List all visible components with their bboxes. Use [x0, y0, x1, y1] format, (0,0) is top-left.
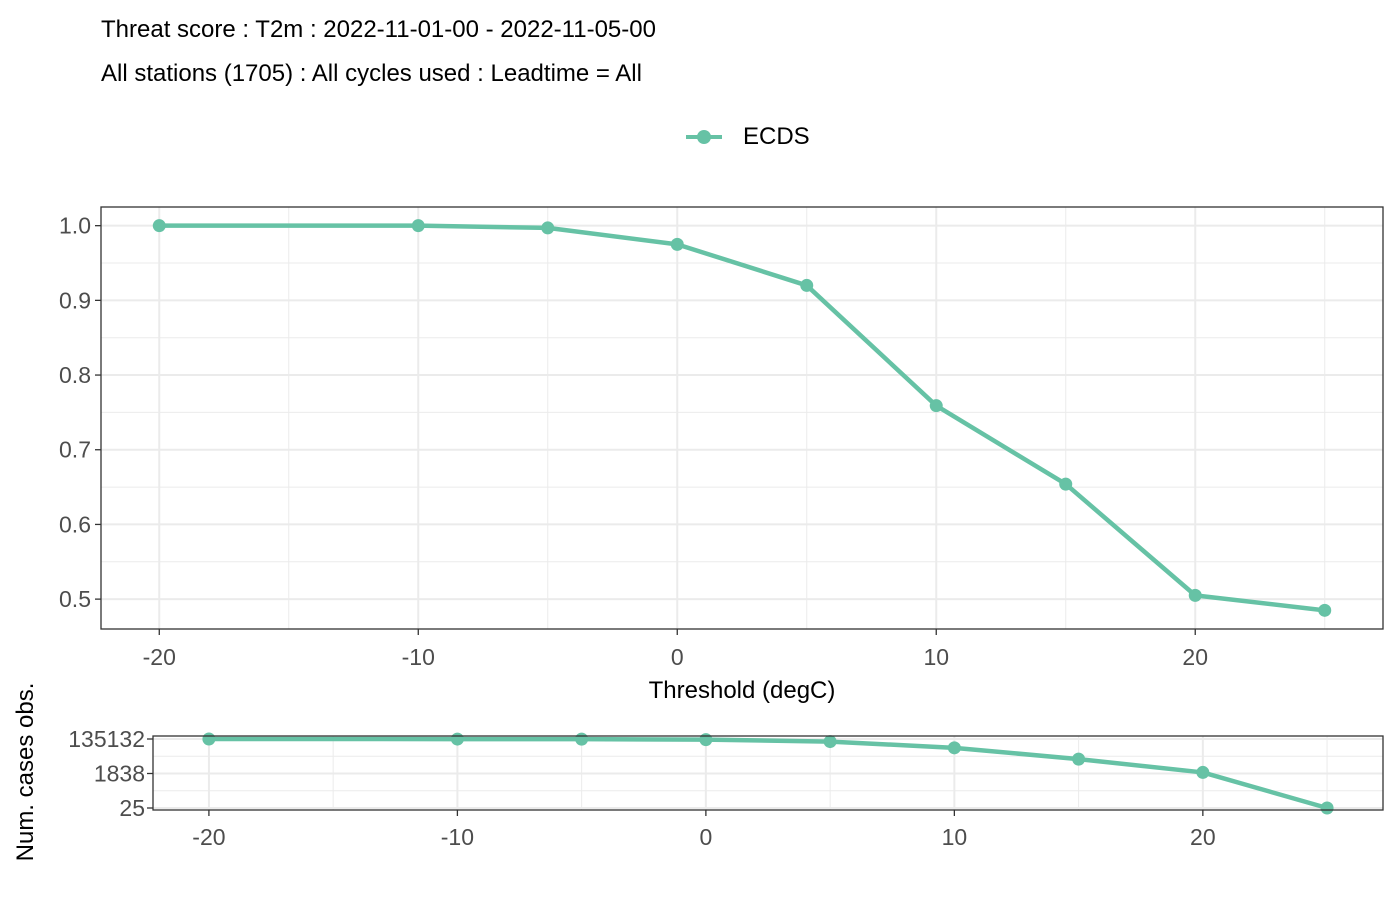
bottom-point-3 — [699, 733, 713, 747]
top-point-2 — [541, 221, 555, 235]
chart-titles: Threat score : T2m : 2022-11-01-00 - 202… — [101, 8, 656, 96]
legend-key-ecds — [684, 120, 724, 154]
top-point-1 — [411, 219, 425, 233]
top-point-8 — [1318, 603, 1332, 617]
top-point-6 — [1059, 477, 1073, 491]
top-point-5 — [929, 399, 943, 413]
top-panel-background — [101, 207, 1383, 629]
top-x-tick-label-2: 0 — [671, 644, 684, 670]
bottom-point-2 — [575, 732, 589, 746]
top-y-tick-label-0: 0.5 — [59, 586, 91, 612]
chart-title: Threat score : T2m : 2022-11-01-00 - 202… — [101, 16, 656, 43]
top-y-tick-label-1: 0.6 — [59, 511, 91, 537]
top-y-tick-label-2: 0.7 — [59, 437, 91, 463]
bottom-x-tick-label-4: 20 — [1190, 824, 1216, 850]
bottom-point-8 — [1320, 801, 1334, 815]
top-point-7 — [1188, 588, 1202, 602]
legend-label-ecds: ECDS — [743, 123, 810, 150]
top-x-tick-label-1: -10 — [402, 644, 435, 670]
top-x-axis-label: Threshold (degC) — [649, 677, 836, 704]
bottom-point-1 — [450, 732, 464, 746]
top-y-tick-label-3: 0.8 — [59, 362, 91, 388]
legend: ECDS — [684, 120, 810, 154]
bottom-point-4 — [823, 735, 837, 749]
top-point-0 — [152, 219, 166, 233]
top-point-4 — [800, 278, 814, 292]
bottom-x-tick-label-3: 10 — [942, 824, 968, 850]
bottom-x-tick-label-2: 0 — [699, 824, 712, 850]
bottom-y-tick-label-0: 25 — [119, 795, 145, 821]
bottom-y-axis-label: Num. cases obs. — [12, 683, 39, 862]
bottom-y-tick-label-1: 1838 — [94, 761, 145, 787]
top-x-tick-label-3: 10 — [923, 644, 949, 670]
bottom-point-7 — [1196, 765, 1210, 779]
bottom-point-5 — [947, 741, 961, 755]
top-x-tick-label-4: 20 — [1182, 644, 1208, 670]
top-point-3 — [670, 237, 684, 251]
bottom-y-tick-label-2: 135132 — [68, 726, 145, 752]
bottom-x-tick-label-0: -20 — [192, 824, 225, 850]
bottom-x-tick-label-1: -10 — [441, 824, 474, 850]
bottom-point-6 — [1072, 752, 1086, 766]
top-y-tick-label-4: 0.9 — [59, 287, 91, 313]
bottom-point-0 — [202, 732, 216, 746]
top-x-tick-label-0: -20 — [143, 644, 176, 670]
top-panel-border — [100, 206, 1384, 630]
top-y-tick-label-5: 1.0 — [59, 213, 91, 239]
chart-subtitle: All stations (1705) : All cycles used : … — [101, 60, 642, 87]
